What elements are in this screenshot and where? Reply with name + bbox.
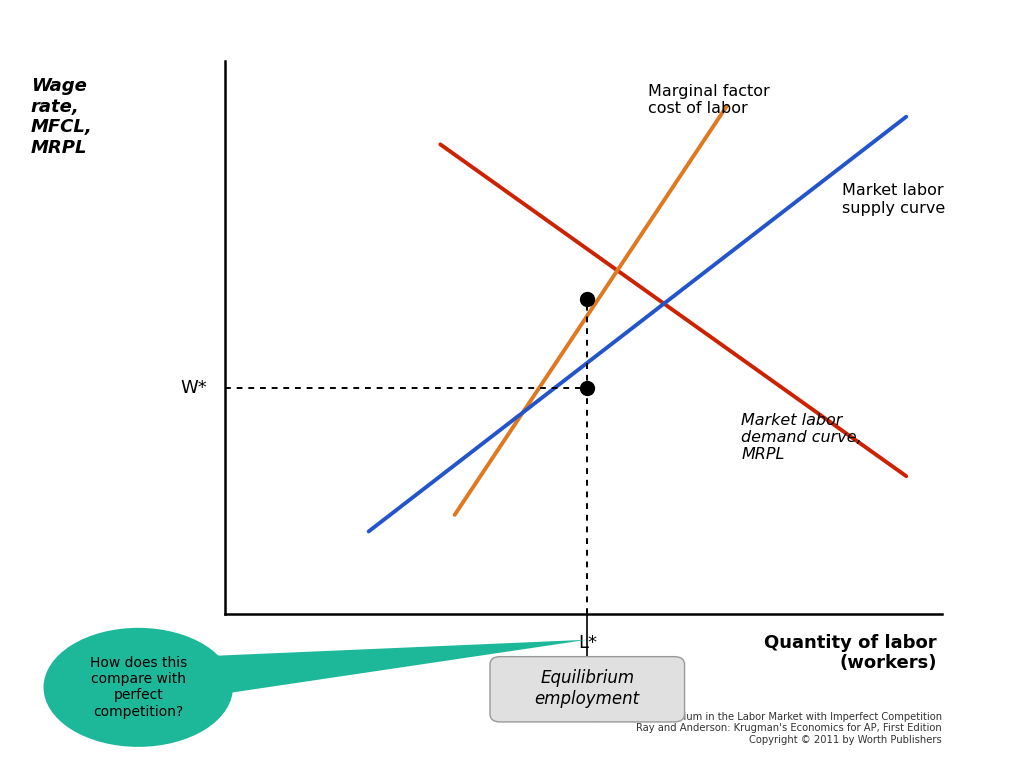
Text: Quantity of labor
(workers): Quantity of labor (workers) [764,634,937,673]
Text: Figure 71.6  Equilibrium in the Labor Market with Imperfect Competition
Ray and : Figure 71.6 Equilibrium in the Labor Mar… [583,712,942,745]
Text: W*: W* [180,379,207,397]
Text: Market labor
demand curve,
MRPL: Market labor demand curve, MRPL [741,412,862,462]
Text: Market labor
supply curve: Market labor supply curve [842,184,945,216]
Text: Marginal factor
cost of labor: Marginal factor cost of labor [648,84,770,116]
Text: Wage
rate,
MFCL,
MRPL: Wage rate, MFCL, MRPL [31,77,92,157]
Polygon shape [195,640,588,695]
Text: How does this
compare with
perfect
competition?: How does this compare with perfect compe… [90,656,186,719]
Text: Equilibrium
employment: Equilibrium employment [535,670,640,708]
Text: L*: L* [578,634,597,652]
Ellipse shape [44,628,233,746]
